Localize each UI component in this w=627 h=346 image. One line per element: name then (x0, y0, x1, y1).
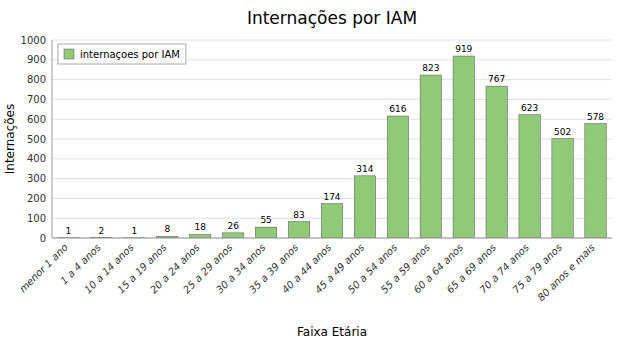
data-label: 55 (260, 215, 271, 225)
bar (486, 86, 507, 238)
data-label: 174 (323, 192, 340, 202)
grid-line (52, 238, 612, 239)
y-tick-label: 300 (27, 173, 46, 184)
data-label: 623 (521, 103, 538, 113)
grid-line (52, 79, 612, 80)
y-tick-label: 700 (27, 94, 46, 105)
chart-container: 0100200300400500600700800900100012181826… (0, 0, 627, 346)
x-tick-label: 80 anos e mais (535, 242, 597, 304)
x-tick-label: menor 1 ano (17, 242, 70, 295)
bar (222, 233, 243, 238)
y-tick-label: 0 (40, 233, 46, 244)
data-label: 767 (488, 74, 505, 84)
bar (354, 176, 375, 238)
bar (321, 204, 342, 238)
y-tick-label: 100 (27, 213, 46, 224)
title: Internações por IAM (247, 8, 417, 28)
y-tick-label: 1000 (21, 35, 46, 46)
bar (420, 75, 441, 238)
legend-swatch (64, 49, 74, 59)
x-axis-label: Faixa Etária (297, 325, 367, 339)
x-axis-line (52, 238, 612, 239)
data-label: 18 (195, 222, 207, 232)
y-axis-line (52, 40, 53, 238)
bar (255, 227, 276, 238)
grid-line (52, 40, 612, 41)
data-label: 1 (66, 226, 72, 236)
bar (519, 115, 540, 238)
chart: 0100200300400500600700800900100012181826… (0, 0, 627, 346)
legend-box (58, 44, 186, 64)
bar (552, 139, 573, 238)
y-axis-label: Internações (3, 104, 17, 175)
data-label: 502 (554, 127, 571, 137)
y-tick-label: 500 (27, 134, 46, 145)
data-label: 26 (227, 221, 239, 231)
y-tick-label: 900 (27, 54, 46, 65)
data-label: 1 (131, 226, 137, 236)
grid (52, 40, 612, 238)
data-label: 616 (389, 104, 406, 114)
y-tick-label: 600 (27, 114, 46, 125)
grid-line (52, 99, 612, 100)
bar (190, 234, 211, 238)
bar (288, 222, 309, 238)
y-tick-label: 800 (27, 74, 46, 85)
legend-label: internaçoes por IAM (80, 49, 180, 60)
y-tick-label: 400 (27, 153, 46, 164)
bar (453, 56, 474, 238)
data-label: 2 (99, 226, 105, 236)
data-label: 578 (587, 112, 604, 122)
data-label: 919 (455, 44, 472, 54)
y-tick-label: 200 (27, 193, 46, 204)
bar (387, 116, 408, 238)
bars (58, 56, 606, 238)
data-label: 314 (356, 164, 373, 174)
data-label: 8 (164, 224, 170, 234)
legend: internaçoes por IAM (58, 44, 186, 64)
data-label: 83 (293, 210, 304, 220)
bar (585, 124, 606, 238)
data-label: 823 (422, 63, 439, 73)
